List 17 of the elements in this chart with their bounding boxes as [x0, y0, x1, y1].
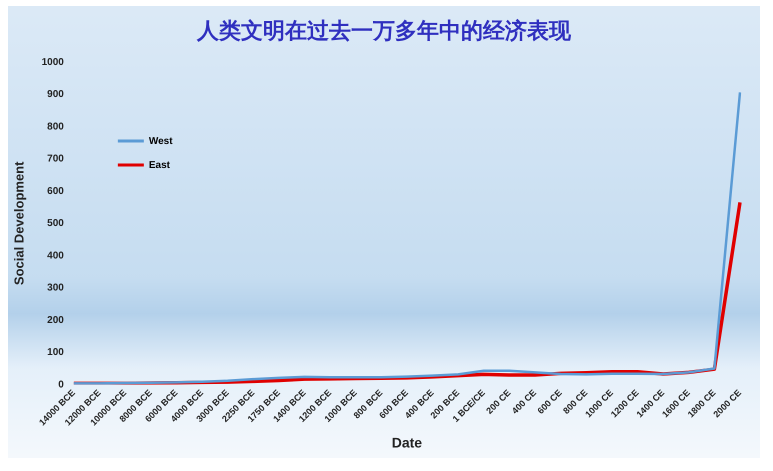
y-tick-label: 800 — [47, 121, 64, 132]
y-tick-label: 900 — [47, 89, 64, 100]
y-tick-label: 100 — [47, 347, 64, 358]
y-tick-label: 500 — [47, 218, 64, 230]
y-axis-title: Social Development — [11, 160, 26, 286]
x-axis-title: Date — [392, 434, 422, 450]
legend-label: West — [148, 136, 174, 147]
legend-label: East — [148, 160, 171, 171]
y-tick-label: 200 — [47, 314, 64, 326]
y-tick-label: 300 — [47, 282, 64, 294]
x-tick-label: 600 CE — [536, 388, 564, 416]
y-tick-label: 0 — [58, 379, 64, 390]
y-tick-label: 600 — [47, 186, 64, 197]
y-tick-label: 400 — [47, 250, 64, 262]
y-tick-label: 1000 — [42, 56, 64, 68]
y-tick-label: 700 — [47, 154, 64, 165]
chart-title: 人类文明在过去一万多年中的经济表现 — [196, 18, 572, 46]
